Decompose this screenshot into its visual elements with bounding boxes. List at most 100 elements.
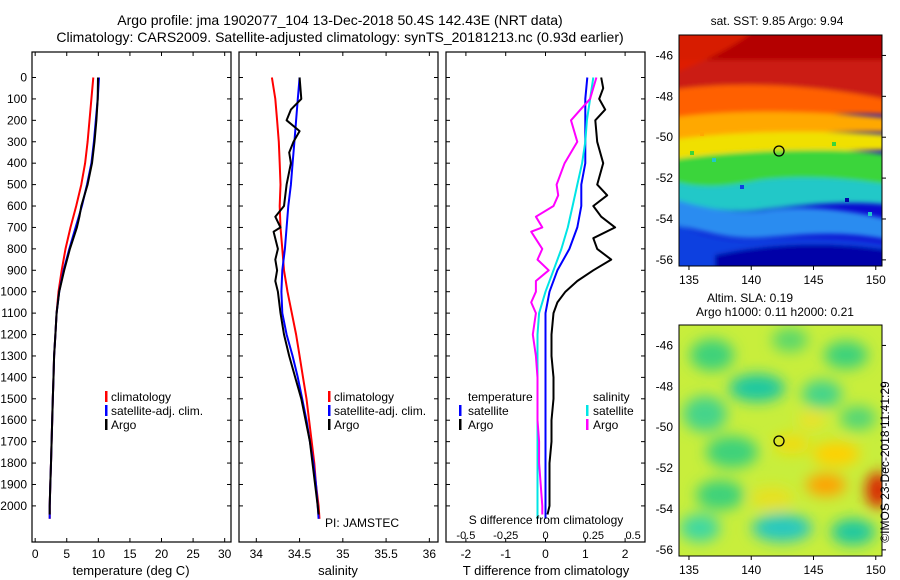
map-y-tick-label: -46 <box>656 48 674 62</box>
temperature-legend: climatology satellite-adj. clim. Argo <box>105 390 203 432</box>
sla-map-image <box>679 325 882 556</box>
sst-argo-marker <box>773 145 785 157</box>
x-tick-label: -1 <box>500 547 511 561</box>
depth-tick-label: 1900 <box>0 477 27 491</box>
x-tick-label: 20 <box>155 547 169 561</box>
series-line-argo <box>272 77 320 515</box>
imos-credit: ©IMOS 23-Dec-2018 11:41:29 <box>878 381 892 543</box>
depth-tick-label: 700 <box>7 220 27 234</box>
series-line-temperature-argo <box>546 77 617 515</box>
s-diff-tick-label: 0 <box>542 530 548 542</box>
x-tick-label: 30 <box>218 547 232 561</box>
depth-tick-label: 1500 <box>0 392 27 406</box>
sla-map-axes: -46 -48 -50 -52 -54 -56 135 140 145 150 <box>656 338 886 577</box>
legend-marker-temp-argo <box>459 419 462 430</box>
map-y-tick-label: -48 <box>656 89 674 103</box>
map-x-tick-label: 140 <box>741 563 761 577</box>
title-line-2: Climatology: CARS2009. Satellite-adjuste… <box>56 29 623 45</box>
legend-label-argo: Argo <box>334 418 360 432</box>
legend-label-sal-satellite: satellite <box>593 404 634 418</box>
map-y-tick-label: -48 <box>656 379 674 393</box>
series-line-climatology <box>48 77 95 519</box>
legend-label-climatology: climatology <box>334 390 394 404</box>
legend-marker-satellite <box>105 405 108 416</box>
depth-tick-label: 1600 <box>0 413 27 427</box>
x-tick-label: 0 <box>32 547 39 561</box>
depth-tick-label: 500 <box>7 178 27 192</box>
legend-marker-sal-argo <box>586 419 589 430</box>
depth-tick-label: 400 <box>7 156 27 170</box>
map-y-tick-label: -46 <box>656 338 674 352</box>
legend-marker-temp-satellite <box>459 405 462 416</box>
legend-marker-argo <box>328 419 331 430</box>
difference-legend: temperature satellite Argo salinity sate… <box>459 390 634 432</box>
legend-label-temp-argo: Argo <box>468 418 494 432</box>
map-x-tick-label: 135 <box>679 273 699 287</box>
legend-salinity-heading: salinity <box>593 390 630 404</box>
x-tick-label: 35.5 <box>374 547 398 561</box>
depth-tick-label: 1300 <box>0 349 27 363</box>
depth-tick-label: 2000 <box>0 499 27 513</box>
s-diff-tick-label: -0.5 <box>456 530 475 542</box>
map-x-tick-label: 145 <box>803 563 823 577</box>
map-y-tick-label: -56 <box>656 543 674 557</box>
salinity-legend: climatology satellite-adj. clim. Argo <box>328 390 426 432</box>
s-difference-ticks: -0.5 -0.25 0 0.25 0.5 <box>456 530 640 542</box>
x-tick-label: 5 <box>63 547 70 561</box>
legend-label-argo: Argo <box>111 418 137 432</box>
x-tick-label: 34.5 <box>288 547 312 561</box>
depth-tick-label: 1000 <box>0 285 27 299</box>
sla-map-title-2: Argo h1000: 0.11 h2000: 0.21 <box>696 305 854 319</box>
temperature-panel: 0 5 10 15 20 25 30 <box>32 52 232 561</box>
x-tick-label: 34 <box>250 547 264 561</box>
legend-label-satellite: satellite-adj. clim. <box>111 404 203 418</box>
x-tick-label: -2 <box>461 547 472 561</box>
t-difference-xlabel: T difference from climatology <box>463 563 630 578</box>
sst-map-frame <box>678 34 883 267</box>
map-y-tick-label: -56 <box>656 253 674 267</box>
x-tick-label: 0 <box>542 547 549 561</box>
difference-panel: -2 -1 0 1 2 <box>461 52 629 561</box>
temperature-xlabel: temperature (deg C) <box>72 563 189 578</box>
depth-axis: 0 100 200 300 400 500 600 700 800 900 1000 1100 1200… <box>0 71 645 513</box>
sst-map-axes: -46 -48 -50 -52 -54 -56 135 140 145 150 <box>656 48 886 287</box>
s-difference-xlabel: S difference from climatology <box>469 513 624 527</box>
sla-map-frame <box>678 324 883 557</box>
depth-tick-label: 800 <box>7 242 27 256</box>
sst-map-title: sat. SST: 9.85 Argo: 9.94 <box>711 14 844 28</box>
map-x-tick-label: 150 <box>866 563 886 577</box>
legend-temperature-heading: temperature <box>468 390 533 404</box>
legend-marker-climatology <box>328 391 331 402</box>
depth-tick-label: 1700 <box>0 435 27 449</box>
map-y-tick-label: -52 <box>656 171 674 185</box>
s-diff-tick-label: -0.25 <box>493 530 518 542</box>
depth-tick-label: 300 <box>7 135 27 149</box>
depth-tick-label: 200 <box>7 113 27 127</box>
title-line-1: Argo profile: jma 1902077_104 13-Dec-201… <box>117 12 562 28</box>
map-y-tick-label: -50 <box>656 420 674 434</box>
salinity-xlabel: salinity <box>318 563 358 578</box>
s-diff-tick-label: 0.5 <box>625 530 640 542</box>
depth-tick-label: 900 <box>7 263 27 277</box>
depth-tick-label: 1400 <box>0 370 27 384</box>
sst-map-image <box>679 35 882 266</box>
salinity-panel-frame <box>238 51 439 543</box>
depth-tick-label: 1100 <box>1 306 27 320</box>
x-tick-label: 36 <box>423 547 437 561</box>
map-y-tick-label: -54 <box>656 212 674 226</box>
depth-tick-label: 1800 <box>0 456 27 470</box>
map-x-tick-label: 140 <box>741 273 761 287</box>
depth-tick-label: 0 <box>20 71 27 85</box>
map-x-tick-label: 135 <box>679 563 699 577</box>
map-y-tick-label: -50 <box>656 130 674 144</box>
depth-tick-label: 1200 <box>0 328 27 342</box>
depth-tick-label: 100 <box>7 92 27 106</box>
temperature-panel-frame <box>31 51 232 543</box>
s-diff-tick-label: 0.25 <box>583 530 604 542</box>
sla-argo-marker <box>773 435 785 447</box>
x-tick-label: 2 <box>622 547 629 561</box>
legend-label-temp-satellite: satellite <box>468 404 509 418</box>
x-tick-label: 35 <box>336 547 350 561</box>
map-x-tick-label: 150 <box>866 273 886 287</box>
